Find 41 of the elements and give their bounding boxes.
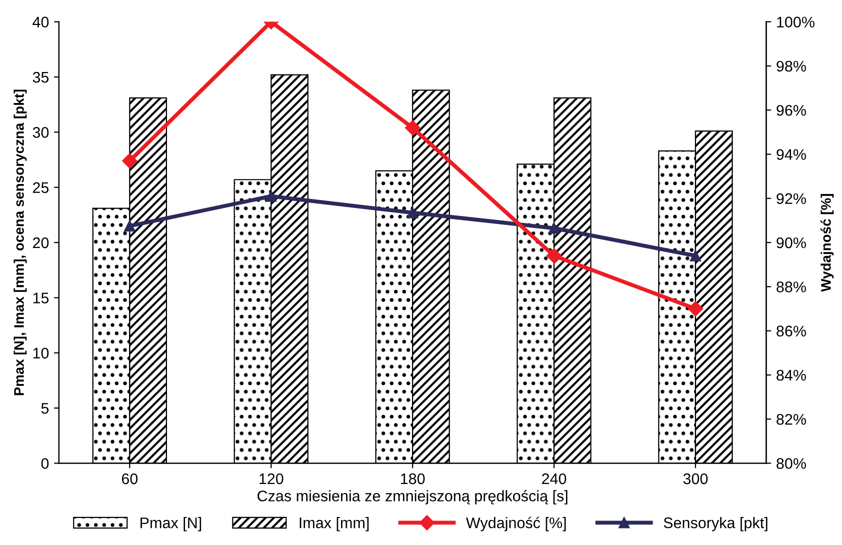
y-tick-label: 0 [41, 458, 49, 469]
point [548, 222, 560, 234]
y2-tick-label: 98% [776, 60, 806, 72]
x-axis-title: Czas miesienia ze zmniejszoną prędkością [s] [258, 490, 568, 504]
y2-tick-label: 86% [776, 326, 806, 336]
legend-label: Wydajność [%] [466, 516, 566, 532]
y2-tick-label: 100% [777, 16, 814, 28]
y-tick-label: 30 [32, 127, 49, 138]
point [124, 220, 136, 232]
point [546, 248, 562, 264]
x-tick-label: 60 [122, 473, 138, 484]
x-tick-label: 120 [260, 473, 284, 484]
y-tick-label: 35 [32, 72, 49, 83]
point [122, 153, 138, 168]
x-tick-label: 180 [401, 473, 425, 484]
legend-label: Sensoryka [pkt] [664, 517, 768, 532]
legend-label: Imax [mm] [300, 517, 369, 532]
y-tick-label: 40 [32, 16, 49, 28]
y-tick-label: 20 [32, 237, 49, 248]
y-tick-label: 10 [33, 348, 49, 359]
point [407, 207, 418, 218]
y-tick-label: 25 [32, 182, 49, 194]
y2-tick-label: 82% [776, 414, 806, 425]
point [405, 120, 420, 136]
point [688, 301, 704, 316]
y-axis-title: Pmax [N], Imax [mm], ocena sensoryczna [pkt] [14, 90, 27, 396]
legend-label: Pmax [N] [140, 517, 202, 532]
x-tick-label: 240 [542, 473, 566, 484]
y2-tick-label: 88% [776, 282, 806, 292]
x-tick-label: 300 [683, 473, 708, 484]
y-tick-label: 5 [41, 403, 49, 414]
y2-tick-label: 80% [776, 458, 806, 469]
y2-tick-label: 92% [776, 193, 806, 204]
y2-tick-label: 90% [776, 237, 806, 248]
y-tick-label: 15 [33, 292, 49, 304]
y2-tick-label: 94% [776, 149, 806, 160]
y2-tick-label: 96% [776, 104, 806, 116]
point [690, 250, 702, 262]
point [266, 190, 277, 202]
y2-axis-title: Wydajność [%] [820, 194, 834, 292]
y2-tick-label: 84% [776, 370, 806, 381]
